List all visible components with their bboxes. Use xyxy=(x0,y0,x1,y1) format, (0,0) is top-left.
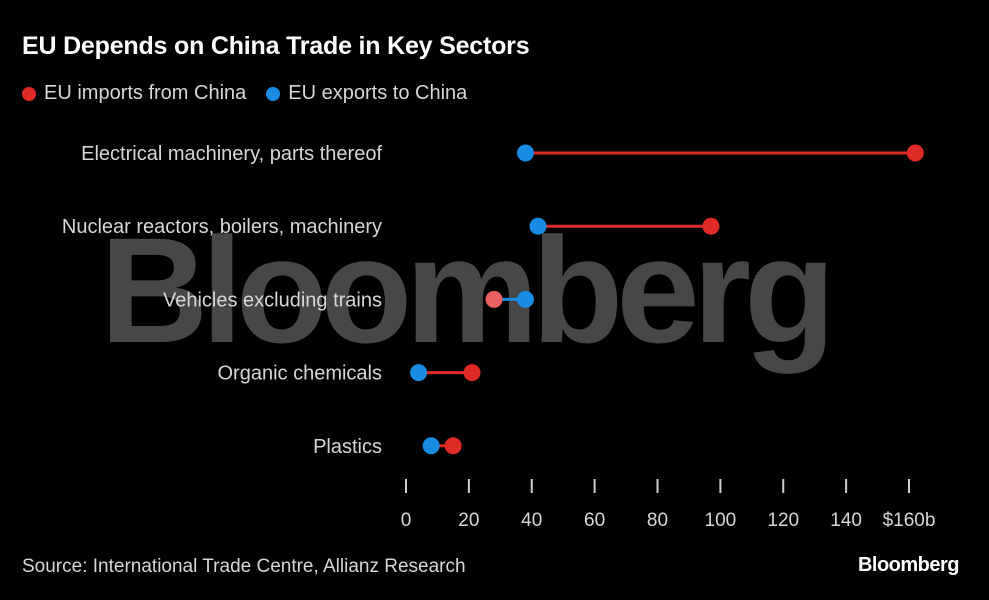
x-tick-label: 80 xyxy=(647,510,668,531)
category-label: Electrical machinery, parts thereof xyxy=(81,143,382,165)
import-dot xyxy=(463,364,481,382)
legend-exports-dot xyxy=(266,86,281,101)
x-tick-label: 120 xyxy=(767,510,799,531)
x-tick-label: 0 xyxy=(401,510,412,531)
source-note: Source: International Trade Centre, Alli… xyxy=(22,556,466,577)
x-tick-label: $160b xyxy=(883,510,936,531)
legend-imports-dot xyxy=(22,86,36,101)
x-tick-label: 100 xyxy=(705,510,737,531)
import-dot xyxy=(485,290,503,308)
import-dot xyxy=(906,144,924,162)
x-tick-label: 140 xyxy=(830,510,862,531)
bloomberg-logo: Bloomberg xyxy=(857,554,960,576)
export-dot xyxy=(529,217,547,235)
legend-imports-label: EU imports from China xyxy=(44,82,247,104)
export-dot xyxy=(516,290,534,308)
chart-title: EU Depends on China Trade in Key Sectors xyxy=(22,32,530,60)
category-label: Organic chemicals xyxy=(217,363,382,385)
import-dot xyxy=(702,217,720,235)
category-label: Vehicles excluding trains xyxy=(163,289,382,311)
legend-item-exports: EU exports to China xyxy=(266,82,467,105)
export-dot xyxy=(410,364,428,382)
export-dot xyxy=(422,437,440,455)
category-label: Nuclear reactors, boilers, machinery xyxy=(62,216,382,238)
legend: EU imports from China EU exports to Chin… xyxy=(22,82,487,105)
x-tick-label: 40 xyxy=(521,510,542,531)
legend-exports-label: EU exports to China xyxy=(288,82,468,104)
export-dot xyxy=(516,144,534,162)
category-label: Plastics xyxy=(313,436,382,458)
legend-item-imports: EU imports from China xyxy=(22,82,246,105)
x-tick-label: 20 xyxy=(458,510,479,531)
x-tick-label: 60 xyxy=(584,510,605,531)
import-dot xyxy=(444,437,462,455)
